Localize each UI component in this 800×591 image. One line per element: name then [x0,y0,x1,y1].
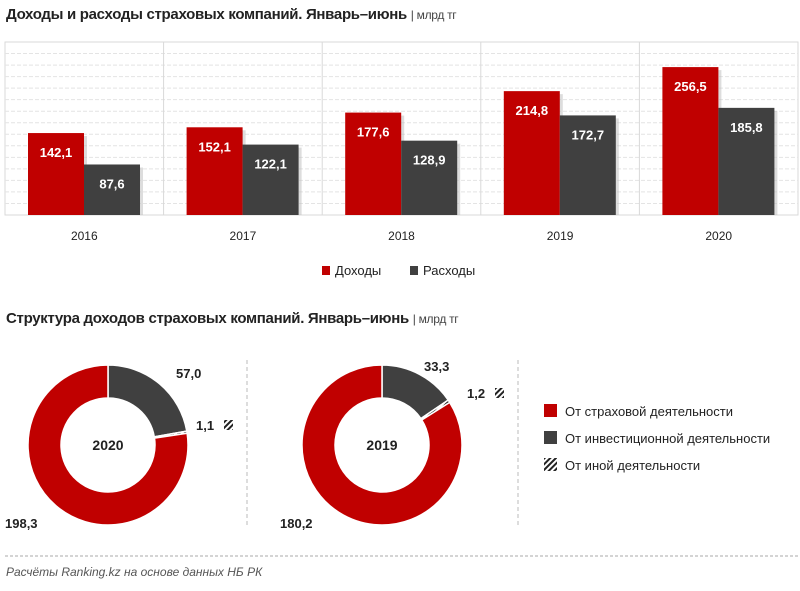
data-label: 128,9 [413,153,446,168]
donut-center-label: 2019 [366,437,397,453]
bar-chart-title: Доходы и расходы страховых компаний. Янв… [6,6,457,23]
data-label: 177,6 [357,125,390,140]
legend-swatch [410,266,418,275]
donut-data-label: 198,3 [5,516,38,531]
legend-label: Доходы [335,263,381,278]
donut-slice [27,364,189,526]
data-label: 142,1 [40,145,73,160]
donut-data-label: 57,0 [176,366,201,381]
bar-Расходы [242,144,299,215]
bar-Доходы [186,127,243,215]
data-label: 122,1 [254,157,287,172]
data-label: 214,8 [516,103,549,118]
legend-swatch [544,431,557,444]
data-label: 172,7 [572,127,605,142]
data-label: 185,8 [730,120,763,135]
donut-data-label: 1,2 [467,386,485,401]
donut-data-label: 180,2 [280,516,313,531]
title-text: Структура доходов страховых компаний. Ян… [6,310,409,327]
unit-label: | млрд тг [410,8,457,22]
hatch-marker [495,388,504,398]
legend-swatch [544,404,557,417]
x-tick-label: 2016 [71,229,98,243]
donut-chart-title: Структура доходов страховых компаний. Ян… [6,310,459,327]
bar-Расходы [84,164,140,215]
legend-label: Расходы [423,263,475,278]
x-tick-label: 2018 [388,229,415,243]
donut-center-label: 2020 [92,437,123,453]
bar-Доходы [662,67,719,216]
bar-Расходы [559,115,616,215]
bar-Доходы [503,91,560,215]
legend-label: От инвестиционной деятельности [565,431,770,446]
bar-Доходы [345,112,402,215]
hatch-marker [224,420,233,430]
x-tick-label: 2017 [230,229,257,243]
x-tick-label: 2020 [705,229,732,243]
data-label: 256,5 [674,79,707,94]
bar-Расходы [401,140,458,215]
bar-Доходы [28,133,84,215]
donut-data-label: 33,3 [424,359,449,374]
title-text: Доходы и расходы страховых компаний. Янв… [6,6,407,23]
unit-label: | млрд тг [412,312,459,326]
legend-swatch [544,458,557,471]
bar-Расходы [718,107,775,215]
donut-slice [107,364,188,438]
donut-slice [301,364,463,526]
x-tick-label: 2019 [547,229,574,243]
data-label: 152,1 [198,139,231,154]
legend-label: От страховой деятельности [565,404,733,419]
legend-swatch [322,266,330,275]
source-note: Расчёты Ranking.kz на основе данных НБ Р… [6,565,263,579]
donut-data-label: 1,1 [196,418,214,433]
legend-label: От иной деятельности [565,458,700,473]
data-label: 87,6 [99,176,124,191]
